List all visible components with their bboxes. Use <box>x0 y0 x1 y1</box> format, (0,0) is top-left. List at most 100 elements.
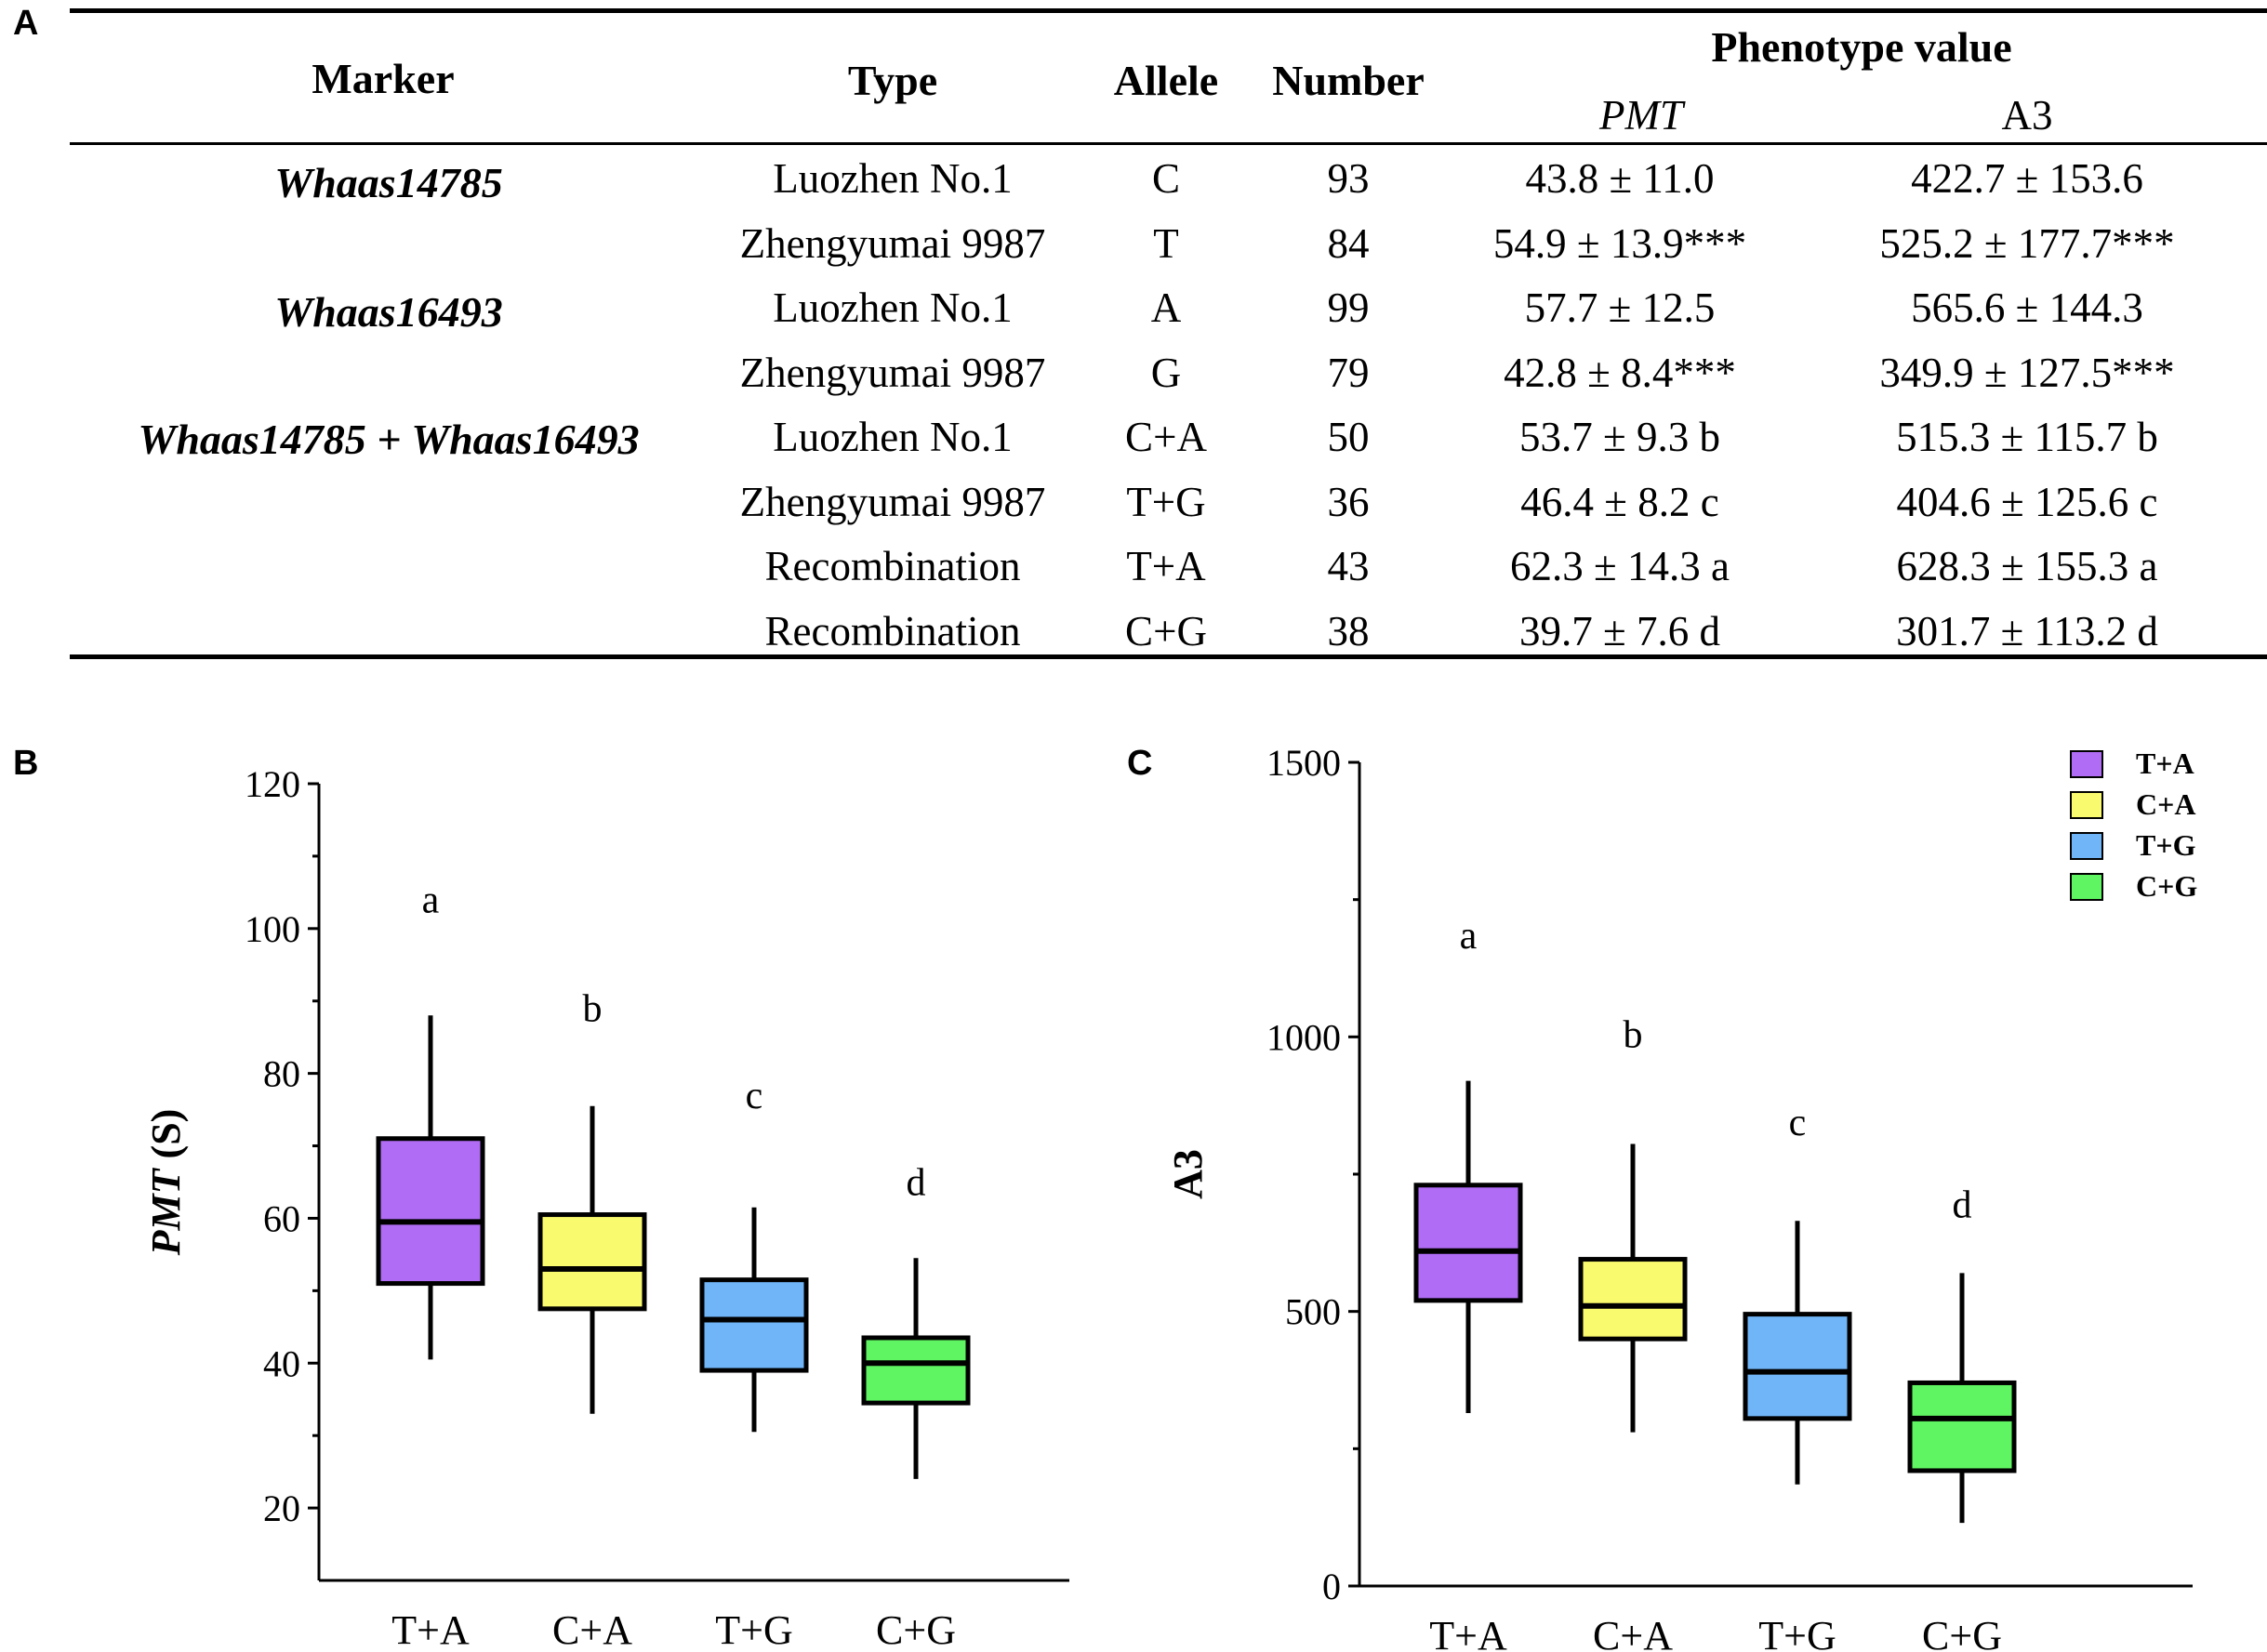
significance-letter: a <box>1460 915 1478 958</box>
legend-swatch <box>2070 832 2103 860</box>
y-tick-label: 60 <box>263 1197 300 1239</box>
marker-whaas14785: Whaas14785 <box>274 159 503 206</box>
cell-a3: 404.6 ± 125.6 c <box>1896 478 2158 525</box>
cell-pmt: 43.8 ± 11.0 <box>1525 155 1715 202</box>
cell-pmt: 54.9 ± 13.9*** <box>1492 219 1747 267</box>
cell-a3: 422.7 ± 153.6 <box>1911 155 2143 202</box>
cell-a3: 515.3 ± 115.7 b <box>1896 414 2158 460</box>
panel-label-c: C <box>1127 744 1153 783</box>
cell-a3: 628.3 ± 155.3 a <box>1896 543 2158 589</box>
y-tick-label: 40 <box>263 1342 300 1384</box>
cell-number: 79 <box>1327 349 1370 396</box>
y-tick-label: 1500 <box>1266 742 1341 784</box>
cell-number: 99 <box>1327 284 1370 331</box>
marker-whaas16493: Whaas16493 <box>274 288 503 336</box>
significance-letter: b <box>583 988 603 1031</box>
cell-type: Luozhen No.1 <box>773 284 1013 331</box>
header-pmt: PMT <box>1599 92 1683 139</box>
cell-number: 36 <box>1327 478 1370 525</box>
cell-allele: C <box>1151 155 1181 202</box>
cell-type: Zhengyumai 9987 <box>739 478 1046 525</box>
x-tick-label: T+A <box>391 1607 470 1652</box>
cell-number: 50 <box>1327 414 1370 460</box>
cell-type: Luozhen No.1 <box>773 155 1013 202</box>
cell-number: 93 <box>1327 155 1370 202</box>
header-phenotype: Phenotype value <box>1711 23 2012 71</box>
y-tick-label: 20 <box>263 1487 300 1529</box>
cell-allele: T+G <box>1126 478 1206 525</box>
legend-label: T+G <box>2136 828 2196 862</box>
y-tick-label: 1000 <box>1266 1016 1341 1058</box>
x-tick-label: T+G <box>715 1607 792 1652</box>
box-c-g <box>1907 1380 2017 1474</box>
cell-number: 84 <box>1327 219 1370 267</box>
cell-allele: G <box>1150 349 1182 396</box>
legend-label: C+A <box>2136 787 2195 821</box>
cell-type: Recombination <box>764 543 1021 589</box>
panel-label-b: B <box>13 744 39 783</box>
y-tick-label: 80 <box>263 1053 300 1095</box>
legend-swatch <box>2070 873 2103 901</box>
box-t-g <box>1743 1312 1852 1421</box>
y-tick-label: 120 <box>245 763 300 805</box>
header-allele: Allele <box>1113 57 1219 104</box>
x-tick-label: C+G <box>1922 1613 2002 1652</box>
cell-a3: 349.9 ± 127.5*** <box>1879 349 2175 396</box>
legend-swatch <box>2070 750 2103 778</box>
cell-allele: C+G <box>1125 607 1207 654</box>
x-tick-label: T+G <box>1758 1613 1836 1652</box>
cell-a3: 301.7 ± 113.2 d <box>1896 607 2158 654</box>
box-c-g <box>861 1335 971 1406</box>
header-bottom-rule <box>70 142 2267 145</box>
cell-pmt: 46.4 ± 8.2 c <box>1520 478 1719 525</box>
cell-pmt: 39.7 ± 7.6 d <box>1519 607 1720 654</box>
box-t-a <box>1413 1183 1523 1303</box>
cell-number: 38 <box>1327 607 1370 654</box>
y-tick-label: 100 <box>245 908 300 950</box>
box-c-a <box>1578 1257 1688 1341</box>
cell-type: Luozhen No.1 <box>773 414 1013 460</box>
legend-label: T+A <box>2136 747 2194 780</box>
a3-boxplot-chart: 0 500 1000 1500 A3 T+A a C+A b T+G c C+G d T+A C+A T+G C… <box>1165 742 2197 1652</box>
y-tick-label: 500 <box>1285 1291 1341 1333</box>
significance-letter: c <box>1789 1102 1807 1144</box>
cell-type: Zhengyumai 9987 <box>739 349 1046 396</box>
box-t-g <box>699 1277 809 1373</box>
marker-combined: Whaas14785 + Whaas16493 <box>138 416 640 463</box>
legend-swatch <box>2070 791 2103 819</box>
cell-pmt: 42.8 ± 8.4*** <box>1504 349 1736 396</box>
box-t-a <box>376 1136 485 1287</box>
pmt-boxplot-chart: 20 40 60 80 100 120 PMT (S) T+A a C+A b T+G c C+G d <box>143 763 1069 1652</box>
panel-label-a: A <box>13 4 39 43</box>
y-tick-label: 0 <box>1322 1566 1341 1607</box>
header-marker: Marker <box>312 55 455 102</box>
legend-label: C+G <box>2136 869 2197 903</box>
cell-a3: 525.2 ± 177.7*** <box>1879 219 2175 267</box>
significance-letter: c <box>746 1075 763 1117</box>
cell-allele: T <box>1153 219 1179 267</box>
significance-letter: b <box>1624 1013 1643 1056</box>
genotype-table: Marker Type Allele Number Phenotype valu… <box>0 0 2267 669</box>
y-axis-label: PMT (S) <box>143 1109 189 1257</box>
header-a3: A3 <box>2001 92 2053 139</box>
cell-number: 43 <box>1327 543 1370 589</box>
x-tick-label: C+G <box>876 1607 956 1652</box>
x-tick-label: C+A <box>1593 1613 1673 1652</box>
significance-letter: d <box>1953 1183 1972 1226</box>
cell-allele: T+A <box>1126 543 1206 589</box>
significance-letter: d <box>907 1162 926 1205</box>
significance-letter: a <box>422 879 440 922</box>
cell-a3: 565.6 ± 144.3 <box>1911 284 2143 331</box>
box-c-a <box>537 1212 647 1312</box>
cell-pmt: 57.7 ± 12.5 <box>1524 284 1716 331</box>
header-type: Type <box>847 57 938 104</box>
cell-type: Zhengyumai 9987 <box>739 219 1046 267</box>
header-number: Number <box>1272 57 1425 104</box>
cell-allele: C+A <box>1125 414 1207 460</box>
cell-allele: A <box>1150 284 1182 331</box>
x-tick-label: T+A <box>1429 1613 1507 1652</box>
cell-type: Recombination <box>764 607 1021 654</box>
table-top-rule <box>70 8 2267 13</box>
x-tick-label: C+A <box>552 1607 632 1652</box>
y-axis-label: A3 <box>1165 1149 1211 1199</box>
